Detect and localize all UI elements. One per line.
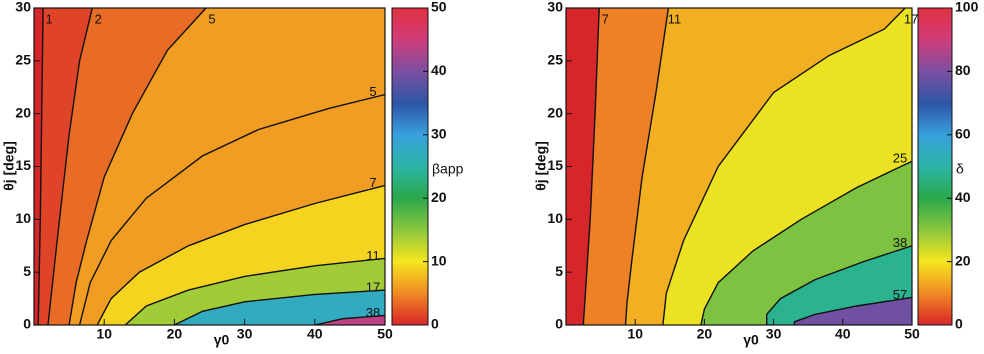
contour-line: [582, 8, 600, 325]
y-tick-label: 0: [23, 316, 31, 332]
x-tick-label: 20: [167, 326, 183, 342]
contour-line: [793, 296, 912, 325]
y-axis-label: θj [deg]: [533, 141, 549, 191]
colorbar-tick-label: 50: [431, 0, 447, 15]
y-tick-label: 25: [547, 52, 563, 68]
contour-label: 11: [366, 248, 380, 263]
x-axis-label: γ0: [743, 332, 759, 348]
contour-label: 2: [95, 11, 102, 26]
contour-label: 38: [366, 305, 380, 320]
y-tick-label: 15: [15, 157, 31, 173]
colorbar-tick-label: 60: [955, 126, 971, 142]
colorbar-tick-label: 40: [955, 189, 971, 205]
contour-line: [124, 257, 385, 325]
x-tick-label: 40: [307, 326, 323, 342]
colorbar-tick-label: 0: [431, 316, 439, 332]
contour-fill: [174, 290, 385, 325]
y-tick-label: 0: [555, 316, 563, 332]
x-tick-label: 50: [904, 326, 920, 342]
x-tick-label: 30: [237, 326, 253, 342]
y-tick-label: 10: [547, 210, 563, 226]
y-tick-label: 30: [547, 0, 563, 15]
contour-fill: [794, 297, 912, 325]
contour-label: 38: [893, 235, 907, 250]
colorbar-tick-label: 20: [431, 189, 447, 205]
y-tick-label: 30: [15, 0, 31, 15]
x-tick-label: 10: [627, 326, 643, 342]
y-tick-label: 15: [547, 157, 563, 173]
colorbar-tick-label: 20: [955, 252, 971, 268]
contour-fill: [314, 315, 385, 325]
contour-label: 1: [46, 11, 53, 26]
x-tick-label: 30: [766, 326, 782, 342]
y-tick-label: 5: [555, 263, 563, 279]
colorbar-tick-label: 80: [955, 62, 971, 78]
contour-line: [624, 8, 670, 325]
y-tick-label: 10: [15, 210, 31, 226]
contour-line: [662, 8, 906, 325]
contour-line: [314, 314, 385, 325]
contour-label: 5: [369, 84, 376, 99]
contour-label: 17: [904, 11, 918, 26]
y-tick-label: 25: [15, 52, 31, 68]
colorbar: [917, 7, 953, 326]
x-axis-label: γ0: [214, 332, 230, 348]
x-tick-label: 40: [835, 326, 851, 342]
contour-line: [766, 245, 912, 325]
y-tick-label: 20: [15, 104, 31, 120]
contour-label: 5: [208, 11, 215, 26]
contour-line: [700, 160, 912, 325]
colorbar-tick-label: 40: [431, 62, 447, 78]
y-axis-label: θj [deg]: [1, 141, 17, 191]
contour-label: 17: [366, 280, 380, 295]
colorbar: [391, 7, 429, 326]
contour-label: 25: [893, 151, 907, 166]
colorbar-tick-label: 0: [955, 316, 963, 332]
x-tick-label: 50: [377, 326, 393, 342]
contour-line: [68, 8, 207, 325]
color-field: [566, 8, 912, 325]
contour-label: 57: [893, 287, 907, 302]
contour-line: [78, 93, 385, 325]
contour-line: [96, 184, 385, 325]
contour-label: 7: [369, 175, 376, 190]
contour-line: [174, 289, 385, 325]
colorbar-label: δ: [956, 161, 964, 177]
chart-panel: 7 11 17 25 38 57 0 5 10 15 20 25 30 10 20 30 40 50 γ0 θj [d…: [533, 0, 979, 348]
colorbar-tick-label: 30: [431, 126, 447, 142]
colorbar-tick-label: 10: [431, 252, 447, 268]
y-tick-label: 5: [23, 263, 31, 279]
contour-line: [47, 8, 93, 325]
color-field: [34, 8, 385, 325]
x-tick-label: 10: [96, 326, 112, 342]
colorbar-label: βapp: [432, 161, 464, 177]
contour-label: 11: [668, 11, 682, 26]
x-tick-label: 20: [697, 326, 713, 342]
colorbar-tick-label: 100: [955, 0, 979, 15]
contour-label: 7: [602, 11, 609, 26]
y-tick-label: 20: [547, 104, 563, 120]
